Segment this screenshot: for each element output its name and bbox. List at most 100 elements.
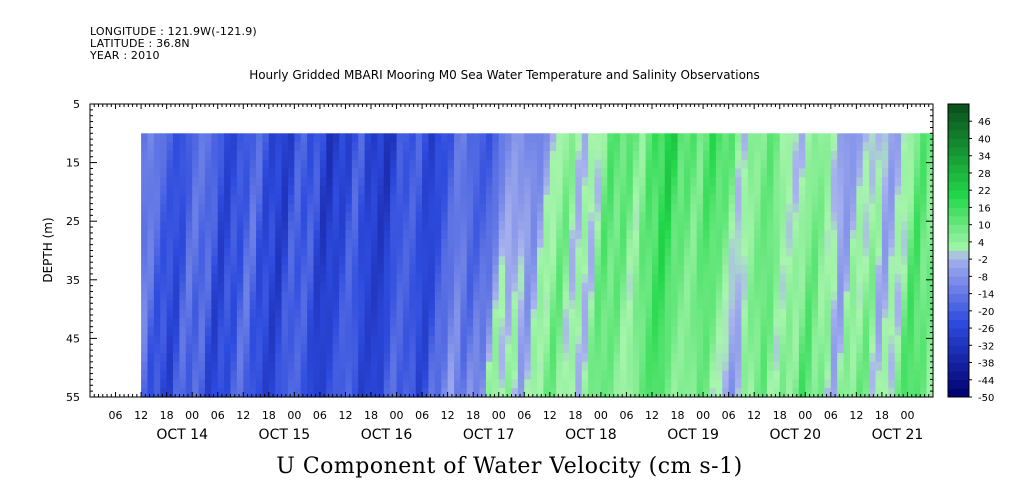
heatmap-cell (390, 150, 398, 161)
heatmap-cell (377, 142, 385, 152)
heatmap-cell (837, 379, 845, 389)
heatmap-cell (485, 221, 493, 231)
heatmap-cell (760, 300, 768, 310)
heatmap-cell (300, 344, 308, 354)
heatmap-cell (824, 168, 832, 178)
heatmap-cell (786, 317, 794, 328)
heatmap-cell (319, 353, 327, 363)
heatmap-cell (256, 150, 264, 161)
heatmap-cell (722, 326, 730, 337)
heatmap-cell (920, 177, 928, 187)
heatmap-cell (741, 326, 749, 337)
heatmap-cell (268, 317, 276, 328)
heatmap-cell (856, 291, 864, 301)
heatmap-cell (173, 361, 181, 372)
heatmap-cell (920, 273, 928, 284)
heatmap-cell (498, 168, 506, 178)
heatmap-cell (173, 212, 181, 222)
heatmap-cell (256, 326, 264, 337)
heatmap-cell (639, 177, 647, 187)
heatmap-cell (428, 247, 436, 257)
heatmap-cell (709, 344, 717, 354)
heatmap-cell (422, 344, 430, 354)
heatmap-cell (747, 370, 755, 381)
heatmap-cell (709, 150, 717, 161)
heatmap-cell (856, 168, 864, 178)
heatmap-cell (728, 186, 736, 196)
heatmap-cell (505, 282, 513, 293)
heatmap-cell (377, 317, 385, 328)
heatmap-cell (766, 186, 774, 196)
heatmap-cell (307, 203, 315, 214)
heatmap-cell (856, 265, 864, 275)
colorbar-swatch (948, 198, 969, 208)
heatmap-cell (147, 273, 155, 284)
heatmap-cell (907, 256, 915, 266)
heatmap-cell (530, 212, 538, 222)
heatmap-cell (364, 370, 372, 381)
heatmap-cell (390, 142, 398, 152)
heatmap-cell (498, 177, 506, 187)
heatmap-cell (505, 142, 513, 152)
x-hour-label: 18 (671, 409, 685, 422)
heatmap-cell (805, 194, 813, 205)
heatmap-cell (575, 159, 583, 170)
heatmap-cell (862, 194, 870, 205)
heatmap-cell (907, 194, 915, 205)
heatmap-cell (626, 212, 634, 222)
heatmap-cell (447, 229, 455, 240)
heatmap-cell (613, 344, 621, 354)
heatmap-cell (332, 265, 340, 275)
heatmap-cell (390, 309, 398, 319)
heatmap-cell (869, 265, 877, 275)
heatmap-cell (256, 361, 264, 372)
heatmap-cell (537, 379, 545, 389)
heatmap-cell (153, 212, 161, 222)
heatmap-cell (447, 353, 455, 363)
heatmap-cell (268, 221, 276, 231)
heatmap-cell (268, 388, 276, 398)
heatmap-cell (760, 186, 768, 196)
heatmap-cell (690, 238, 698, 249)
heatmap-cell (262, 203, 270, 214)
heatmap-cell (256, 344, 264, 354)
heatmap-cell (358, 238, 366, 249)
heatmap-cell (236, 150, 244, 161)
heatmap-cell (204, 159, 212, 170)
heatmap-cell (632, 159, 640, 170)
heatmap-cell (888, 353, 896, 363)
heatmap-cell (466, 229, 474, 240)
heatmap-cell (849, 221, 857, 231)
heatmap-cell (192, 256, 200, 266)
heatmap-cell (511, 256, 519, 266)
heatmap-cell (517, 203, 525, 214)
heatmap-cell (703, 212, 711, 222)
heatmap-cell (300, 194, 308, 205)
x-hour-label: 06 (722, 409, 736, 422)
heatmap-cell (460, 282, 468, 293)
heatmap-cell (760, 238, 768, 249)
heatmap-cell (492, 344, 500, 354)
heatmap-cell (319, 361, 327, 372)
heatmap-cell (287, 282, 295, 293)
heatmap-cell (492, 273, 500, 284)
heatmap-cell (358, 335, 366, 345)
heatmap-cell (588, 326, 596, 337)
heatmap-cell (141, 388, 149, 398)
heatmap-cell (287, 344, 295, 354)
heatmap-cell (766, 247, 774, 257)
heatmap-cell (715, 335, 723, 345)
heatmap-cell (517, 142, 525, 152)
heatmap-cell (524, 177, 532, 187)
heatmap-cell (722, 317, 730, 328)
x-hour-label: 12 (849, 409, 863, 422)
heatmap-cell (818, 159, 826, 170)
colorbar-label: -44 (978, 376, 994, 387)
heatmap-cell (364, 282, 372, 293)
heatmap-cell (581, 300, 589, 310)
heatmap-cell (345, 370, 353, 381)
heatmap-cell (313, 344, 321, 354)
heatmap-cell (377, 379, 385, 389)
heatmap-cell (843, 238, 851, 249)
heatmap-cell (383, 265, 391, 275)
